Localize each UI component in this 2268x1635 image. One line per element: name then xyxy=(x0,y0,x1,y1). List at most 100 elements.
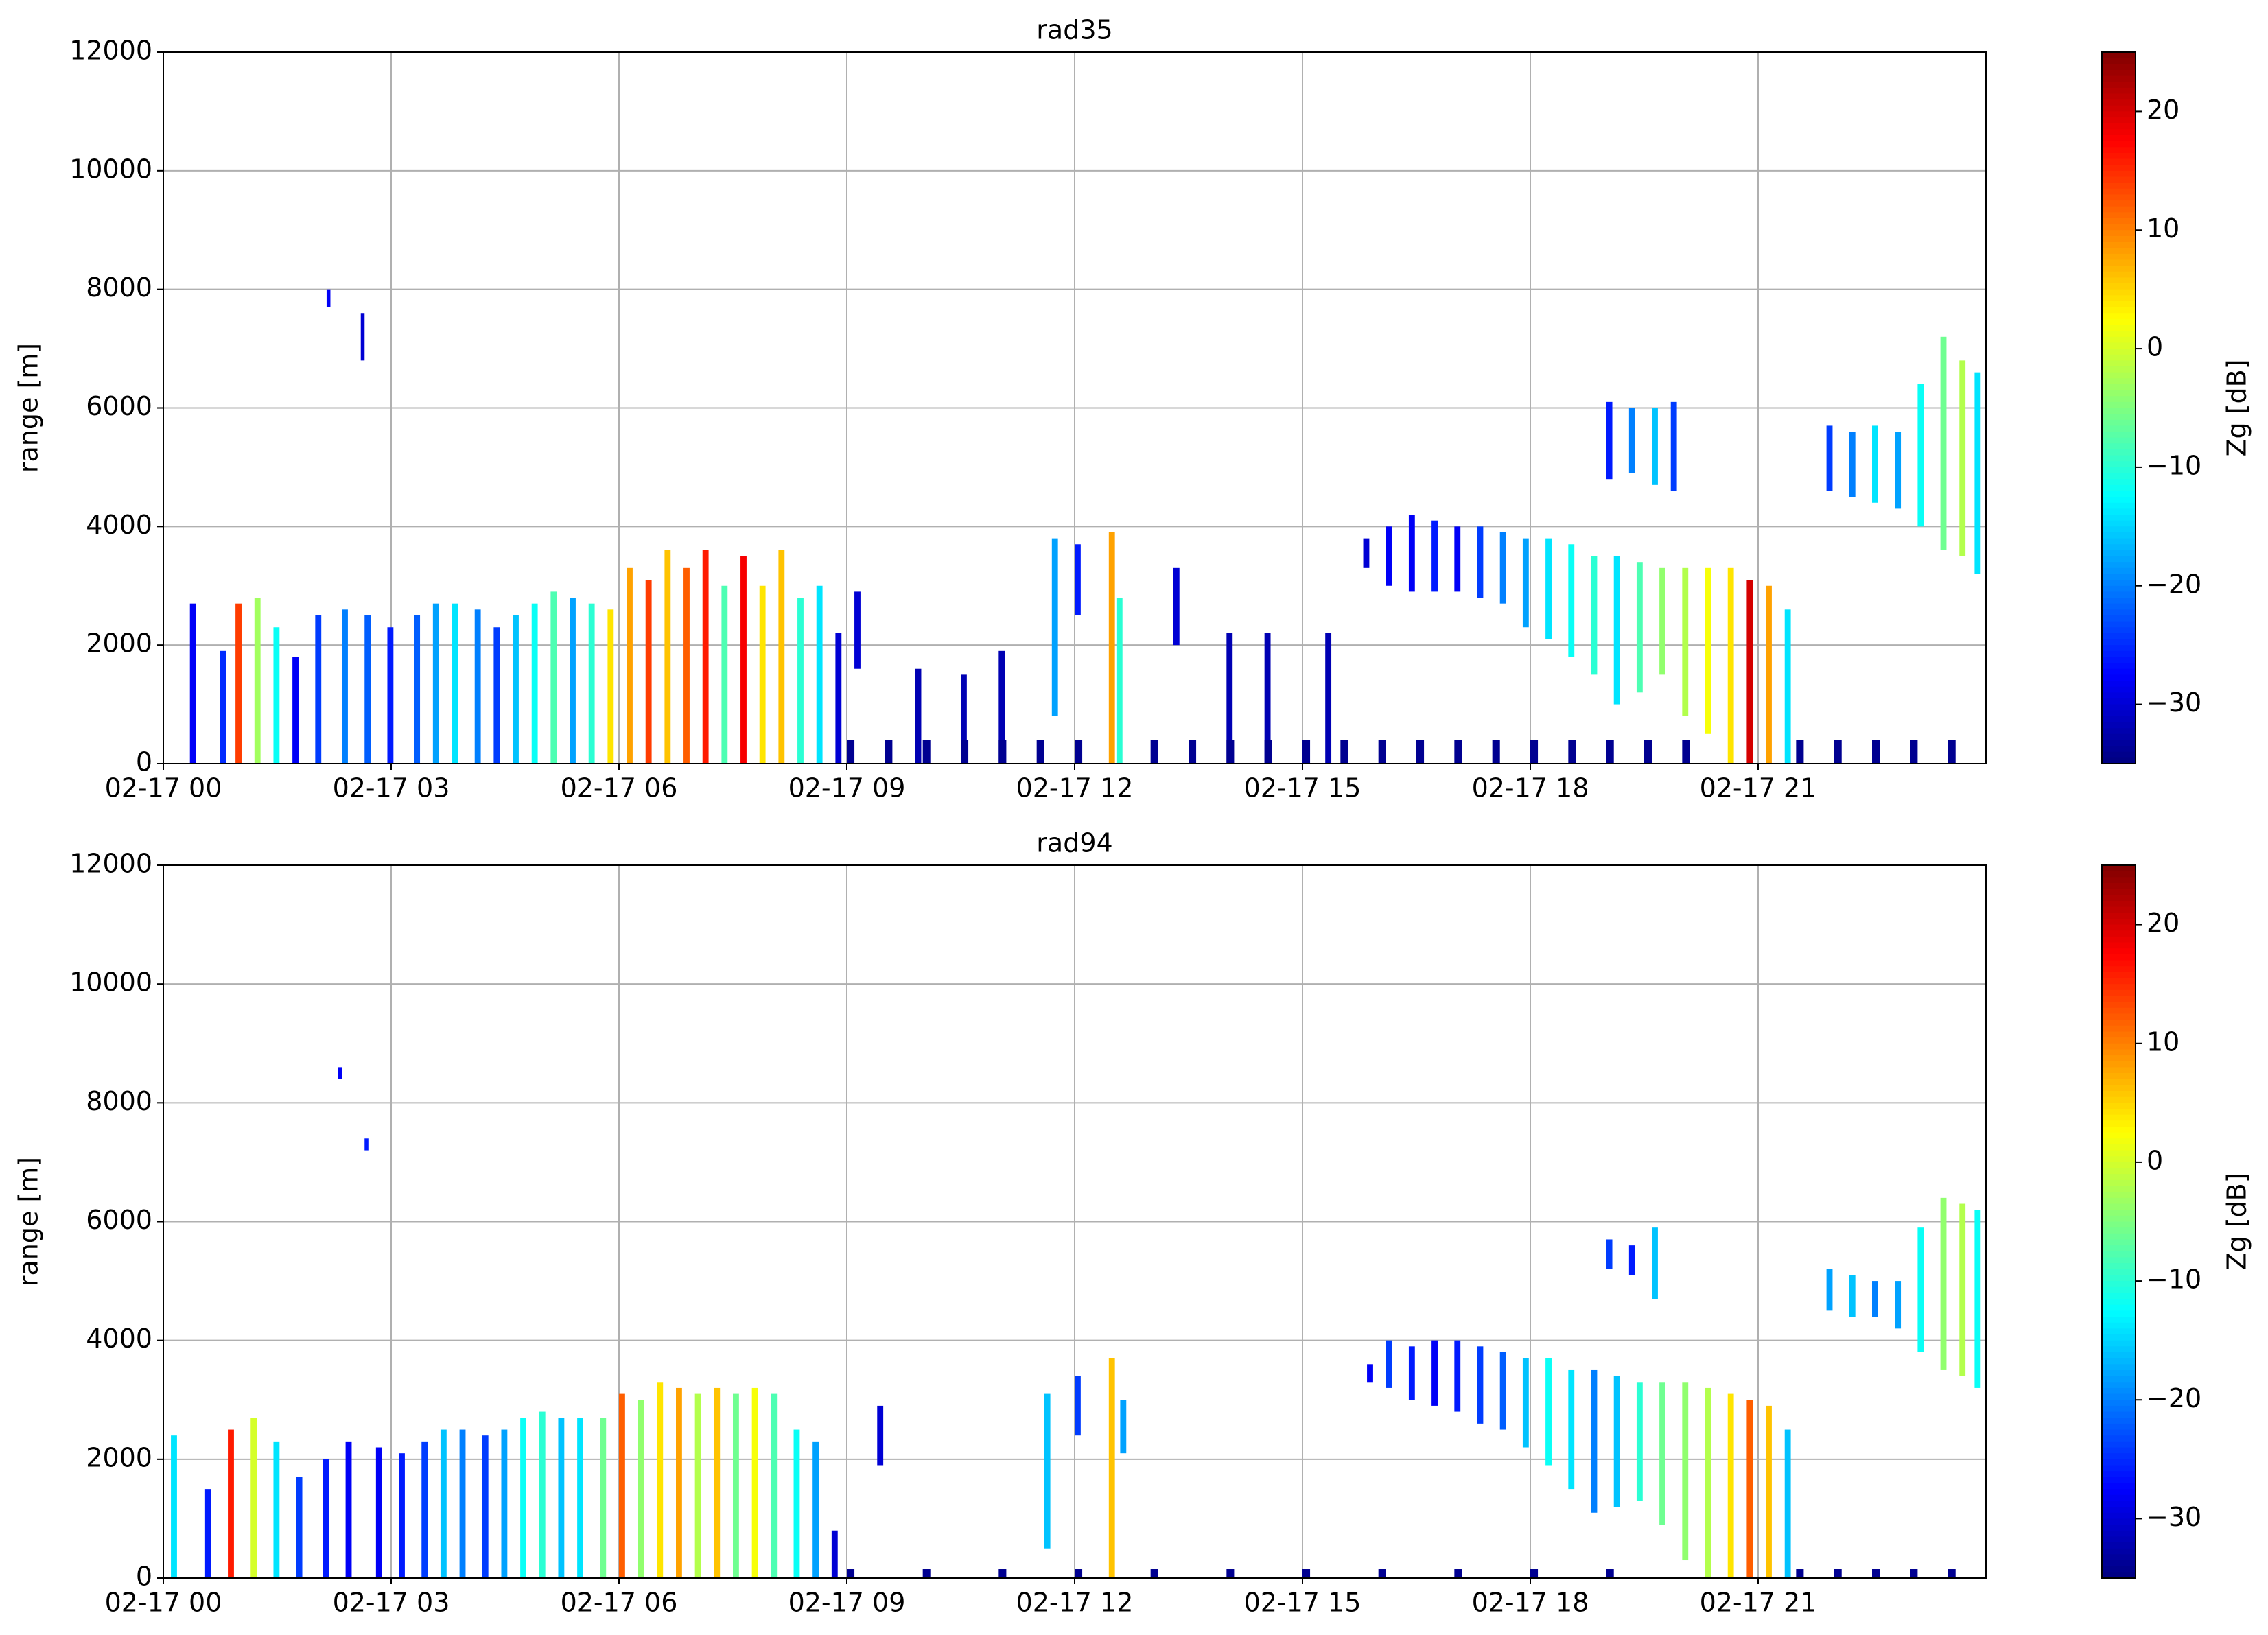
colorbar-swatch xyxy=(2102,123,2136,130)
colorbar-swatch xyxy=(2102,1376,2136,1383)
colorbar-swatch xyxy=(2102,497,2136,504)
echo xyxy=(1910,1569,1918,1578)
colorbar-swatch xyxy=(2102,871,2136,878)
colorbar-swatch xyxy=(2102,165,2136,172)
echo xyxy=(296,1477,303,1578)
echo xyxy=(375,1447,382,1578)
echo xyxy=(676,1387,682,1578)
colorbar-swatch xyxy=(2102,1233,2136,1240)
colorbar-swatch xyxy=(2102,105,2136,113)
echo xyxy=(922,1569,931,1578)
colorbar-swatch xyxy=(2102,1393,2136,1401)
colorbar-swatch xyxy=(2102,1382,2136,1389)
colorbar-swatch xyxy=(2102,1525,2136,1531)
colorbar-swatch xyxy=(2102,183,2136,189)
echo xyxy=(1727,567,1734,764)
echo xyxy=(1826,425,1833,491)
colorbar-tick-label: −10 xyxy=(2147,1265,2201,1295)
colorbar-swatch xyxy=(2102,1031,2136,1039)
colorbar-swatch xyxy=(2102,1418,2136,1424)
colorbar-swatch xyxy=(2102,129,2136,136)
colorbar-swatch xyxy=(2102,1120,2136,1127)
echo xyxy=(1940,336,1947,550)
echo xyxy=(1116,598,1123,764)
colorbar-swatch xyxy=(2102,147,2136,154)
echo xyxy=(1591,1369,1598,1513)
colorbar-tick-label: 10 xyxy=(2147,213,2179,244)
echo xyxy=(797,598,804,764)
echo xyxy=(1670,401,1677,491)
echo xyxy=(1834,1569,1842,1578)
colorbar-swatch xyxy=(2102,1020,2136,1026)
x-tick-label: 02-17 09 xyxy=(788,773,906,803)
colorbar-swatch xyxy=(2102,212,2136,219)
colorbar-swatch xyxy=(2102,930,2136,937)
echo xyxy=(171,1435,177,1578)
colorbar-swatch xyxy=(2102,1085,2136,1092)
colorbar-swatch xyxy=(2102,414,2136,421)
colorbar-swatch xyxy=(2102,1174,2136,1181)
echo xyxy=(1173,567,1180,646)
colorbar-swatch xyxy=(2102,206,2136,213)
colorbar-swatch xyxy=(2102,1073,2136,1080)
colorbar-swatch xyxy=(2102,1334,2136,1341)
colorbar-swatch xyxy=(2102,141,2136,148)
echo xyxy=(432,603,439,764)
colorbar-swatch xyxy=(2102,1096,2136,1104)
echo xyxy=(1849,432,1856,497)
echo xyxy=(459,1429,466,1578)
echo xyxy=(1367,1364,1373,1383)
echo xyxy=(1872,425,1878,503)
colorbar-swatch xyxy=(2102,248,2136,255)
colorbar-swatch xyxy=(2102,1447,2136,1455)
y-axis-label: range [m] xyxy=(14,343,44,473)
echo xyxy=(1940,1197,1947,1370)
echo xyxy=(600,1418,607,1578)
x-tick-label: 02-17 00 xyxy=(105,1588,222,1618)
colorbar-tick-label: 0 xyxy=(2147,332,2163,362)
echo xyxy=(1522,1358,1529,1448)
echo xyxy=(1727,1393,1734,1578)
echo xyxy=(1386,526,1392,586)
echo xyxy=(539,1411,546,1578)
colorbar-tick-label: 20 xyxy=(2147,95,2179,125)
y-tick-label: 6000 xyxy=(86,391,152,421)
colorbar-swatch xyxy=(2102,1453,2136,1460)
colorbar-swatch xyxy=(2102,158,2136,166)
colorbar-swatch xyxy=(2102,633,2136,640)
echo xyxy=(360,313,365,361)
echo xyxy=(1545,1358,1552,1466)
echo xyxy=(1705,567,1711,734)
echo xyxy=(1108,532,1115,764)
colorbar-swatch xyxy=(2102,615,2136,622)
colorbar-swatch xyxy=(2102,1221,2136,1229)
echo xyxy=(1150,740,1158,764)
colorbar-swatch xyxy=(2102,384,2136,391)
colorbar-swatch xyxy=(2102,366,2136,373)
echo xyxy=(399,1453,405,1578)
colorbar-swatch xyxy=(2102,1203,2136,1211)
echo xyxy=(607,609,614,764)
echo xyxy=(1408,1346,1415,1400)
echo xyxy=(1959,360,1966,556)
colorbar-swatch xyxy=(2102,1275,2136,1282)
y-tick-label: 6000 xyxy=(86,1205,152,1235)
echo xyxy=(1302,1569,1311,1578)
colorbar-swatch xyxy=(2102,544,2136,551)
colorbar-swatch xyxy=(2102,1162,2136,1169)
colorbar-swatch xyxy=(2102,64,2136,71)
echo xyxy=(1454,740,1462,764)
echo xyxy=(1628,408,1635,473)
echo xyxy=(1644,740,1652,764)
colorbar-swatch xyxy=(2102,318,2136,326)
colorbar-swatch xyxy=(2102,253,2136,261)
colorbar-swatch xyxy=(2102,283,2136,290)
echo xyxy=(657,1382,664,1578)
echo xyxy=(702,550,709,764)
colorbar-swatch xyxy=(2102,336,2136,344)
x-tick-label: 02-17 21 xyxy=(1700,773,1817,803)
echo xyxy=(816,585,823,764)
echo xyxy=(1636,1382,1643,1501)
echo xyxy=(998,1569,1007,1578)
